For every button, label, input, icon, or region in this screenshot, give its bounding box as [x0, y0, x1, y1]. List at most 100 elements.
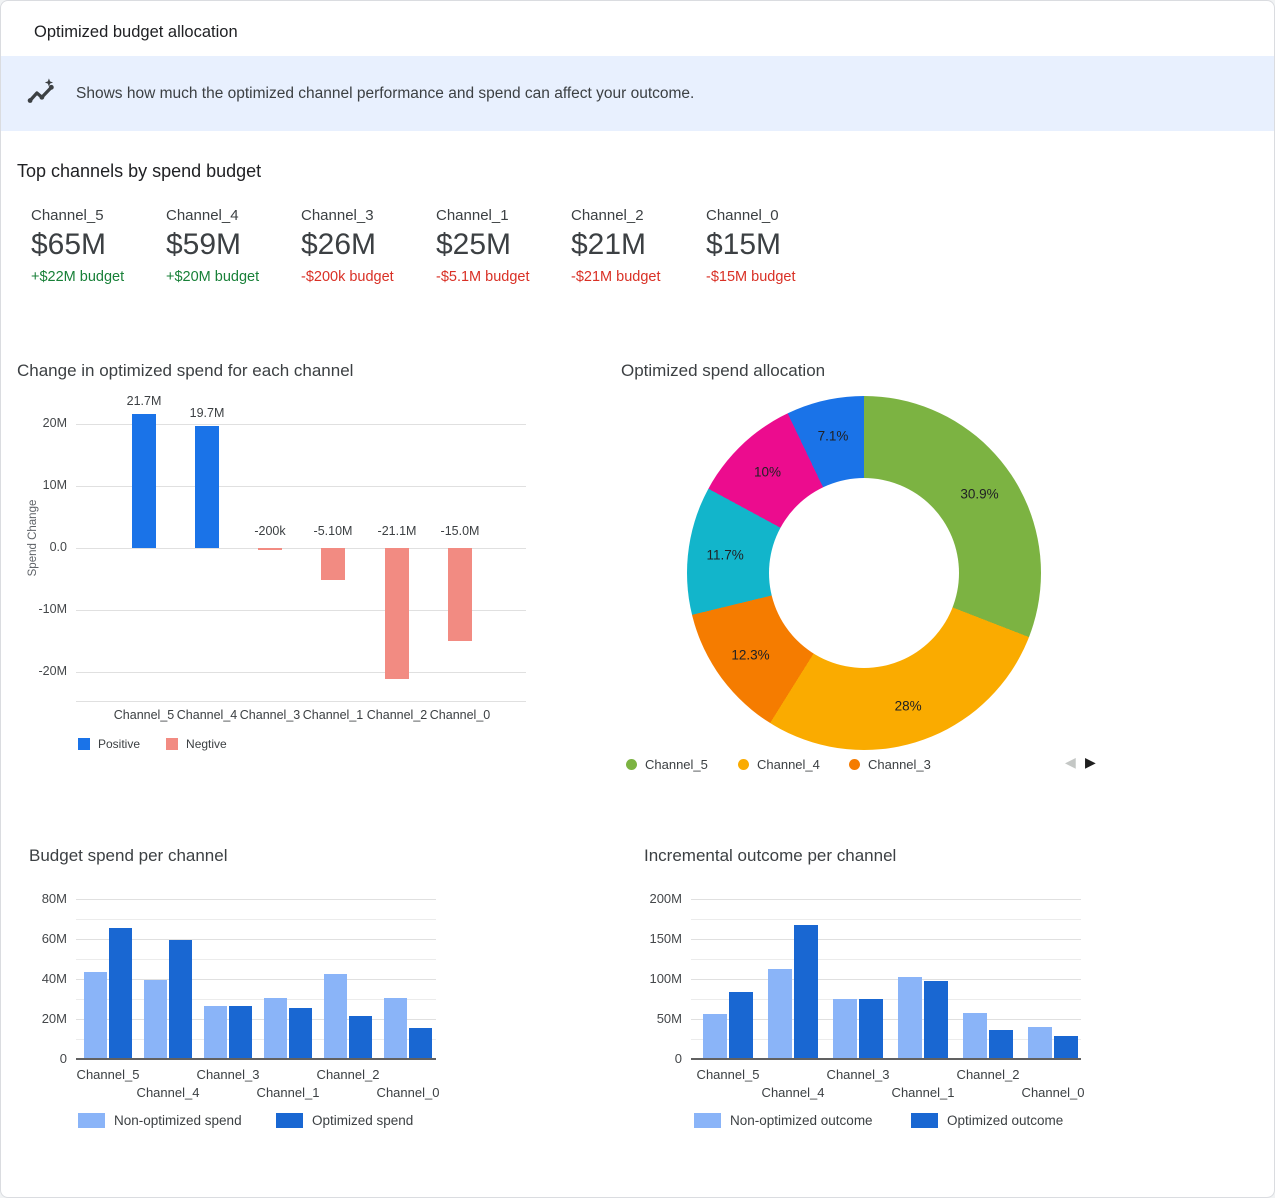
gridline [691, 979, 1081, 980]
channel-card: Channel_5 $65M +$22M budget [31, 207, 166, 285]
minor-gridline [76, 999, 436, 1000]
slice-percent-label: 10% [754, 464, 782, 480]
non-optimized-bar [84, 972, 107, 1058]
donut: 30.9% 28% 12.3% 11.7% 10% 7.1% [687, 396, 1041, 750]
x-category-label: Channel_3 [239, 708, 301, 722]
spend-change-bar [258, 548, 282, 550]
incremental-outcome-chart: Incremental outcome per channel 0 50M 100M… [644, 846, 1184, 1146]
slice-percent-label: 11.7% [706, 547, 744, 563]
legend-item: Non-optimized outcome [694, 1113, 873, 1128]
gridline [691, 939, 1081, 940]
non-optimized-bar [324, 974, 347, 1058]
legend-label: Channel_3 [868, 757, 931, 772]
x-category-label: Channel_1 [256, 1085, 320, 1100]
channel-card: Channel_4 $59M +$20M budget [166, 207, 301, 285]
pagination-next-icon[interactable]: ▶ [1085, 754, 1096, 770]
spend-change-bar [132, 413, 156, 548]
channel-card: Channel_0 $15M -$15M budget [706, 207, 841, 285]
optimized-bar [109, 928, 132, 1058]
insights-icon [27, 77, 54, 103]
legend-item: Channel_5 [626, 757, 708, 772]
optimized-bar [409, 1028, 432, 1058]
optimized-bar [729, 992, 753, 1058]
channel-delta: -$200k budget [301, 269, 394, 285]
y-tick-label: 200M [649, 891, 682, 906]
legend-swatch [166, 738, 179, 750]
optimized-bar [229, 1006, 252, 1058]
channel-amount: $26M [301, 228, 377, 261]
bar-value-label: 21.7M [126, 393, 162, 408]
pagination-prev-icon[interactable]: ◀ [1065, 754, 1076, 770]
legend-item: Negtive [166, 737, 227, 751]
minor-gridline [691, 1039, 1081, 1040]
minor-gridline [691, 999, 1081, 1000]
x-category-label: Channel_4 [136, 1085, 200, 1100]
x-category-label: Channel_2 [956, 1067, 1020, 1082]
x-category-label: Channel_5 [76, 1067, 140, 1082]
donut-hole [769, 478, 959, 668]
y-tick-label: 60M [41, 931, 67, 946]
optimized-bar [794, 925, 818, 1058]
gridline [691, 1019, 1081, 1020]
y-axis-title: Spend Change [27, 499, 39, 577]
optimized-bar [349, 1016, 372, 1058]
chart-title-spend-change: Change in optimized spend for each chann… [17, 361, 354, 380]
x-axis-line [691, 1058, 1081, 1060]
channel-amount: $21M [571, 228, 647, 261]
spend-change-chart: Change in optimized spend for each chann… [17, 356, 562, 776]
y-tick-label: 40M [41, 971, 67, 986]
non-optimized-bar [898, 977, 922, 1058]
top-channel-cards: Channel_5 $65M +$22M budget Channel_4 $59M +$… [31, 207, 841, 285]
slice-percent-label: 28% [894, 698, 922, 714]
channel-amount: $59M [166, 228, 242, 261]
channel-name: Channel_3 [301, 207, 374, 224]
slice-percent-label: 30.9% [960, 486, 999, 502]
channel-amount: $65M [31, 228, 107, 261]
banner-text: Shows how much the optimized channel per… [76, 84, 695, 102]
optimized-bar [1054, 1036, 1078, 1058]
gridline [76, 486, 526, 488]
channel-amount: $15M [706, 228, 782, 261]
titlebar: Optimized budget allocation [34, 1, 238, 63]
y-tick-label: -10M [38, 601, 67, 616]
y-tick-label: 0 [674, 1051, 682, 1066]
legend-swatch [911, 1113, 938, 1128]
non-optimized-bar [144, 980, 167, 1058]
bar-value-label: -15.0M [440, 524, 480, 538]
y-tick-label: 50M [656, 1011, 682, 1026]
x-category-label: Channel_2 [316, 1067, 380, 1082]
legend-label: Optimized spend [312, 1113, 414, 1128]
legend-label: Non-optimized spend [114, 1113, 242, 1128]
axis-bottom-line [76, 701, 526, 702]
legend-dot [738, 759, 749, 770]
minor-gridline [76, 1039, 436, 1040]
gridline [76, 1019, 436, 1020]
x-category-label: Channel_0 [376, 1085, 440, 1100]
non-optimized-bar [768, 969, 792, 1058]
channel-delta: -$21M budget [571, 269, 661, 285]
gridline [76, 939, 436, 940]
legend-dot [626, 759, 637, 770]
minor-gridline [76, 919, 436, 920]
y-tick-label: -20M [38, 663, 67, 678]
spend-change-bar [448, 548, 472, 641]
optimized-bar [289, 1008, 312, 1058]
x-category-label: Channel_0 [429, 708, 491, 722]
channel-card: Channel_2 $21M -$21M budget [571, 207, 706, 285]
spend-change-bar [321, 548, 345, 580]
channel-delta: +$22M budget [31, 269, 125, 285]
bar-value-label: 19.7M [189, 406, 225, 421]
non-optimized-bar [963, 1013, 987, 1058]
y-tick-label: 80M [41, 891, 67, 906]
legend-dot [849, 759, 860, 770]
bar-value-label: -200k [254, 524, 286, 538]
bar-value-label: -5.10M [313, 524, 353, 538]
x-category-label: Channel_5 [113, 708, 175, 722]
x-category-label: Channel_2 [366, 708, 428, 722]
x-category-label: Channel_1 [891, 1085, 955, 1100]
channel-name: Channel_1 [436, 207, 509, 224]
channel-delta: -$15M budget [706, 269, 796, 285]
gridline [76, 979, 436, 980]
x-category-label: Channel_5 [696, 1067, 760, 1082]
